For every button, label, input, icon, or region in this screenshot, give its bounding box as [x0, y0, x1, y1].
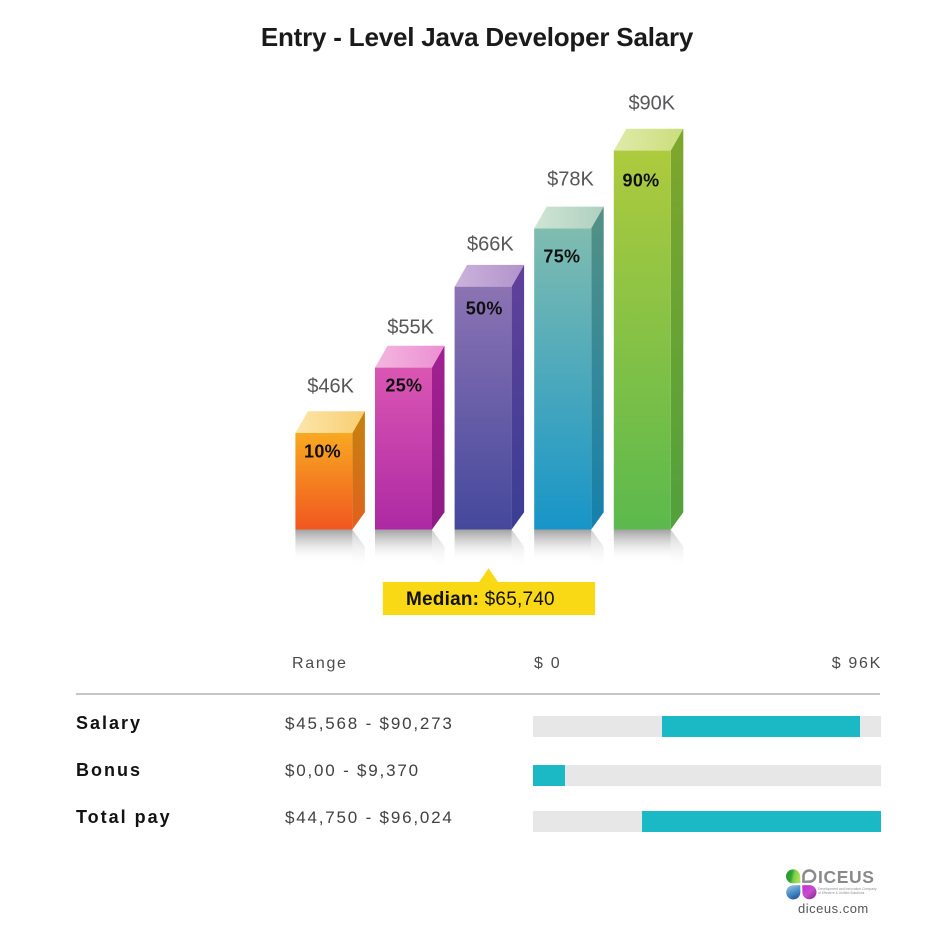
svg-text:ICEUS: ICEUS	[818, 867, 874, 887]
